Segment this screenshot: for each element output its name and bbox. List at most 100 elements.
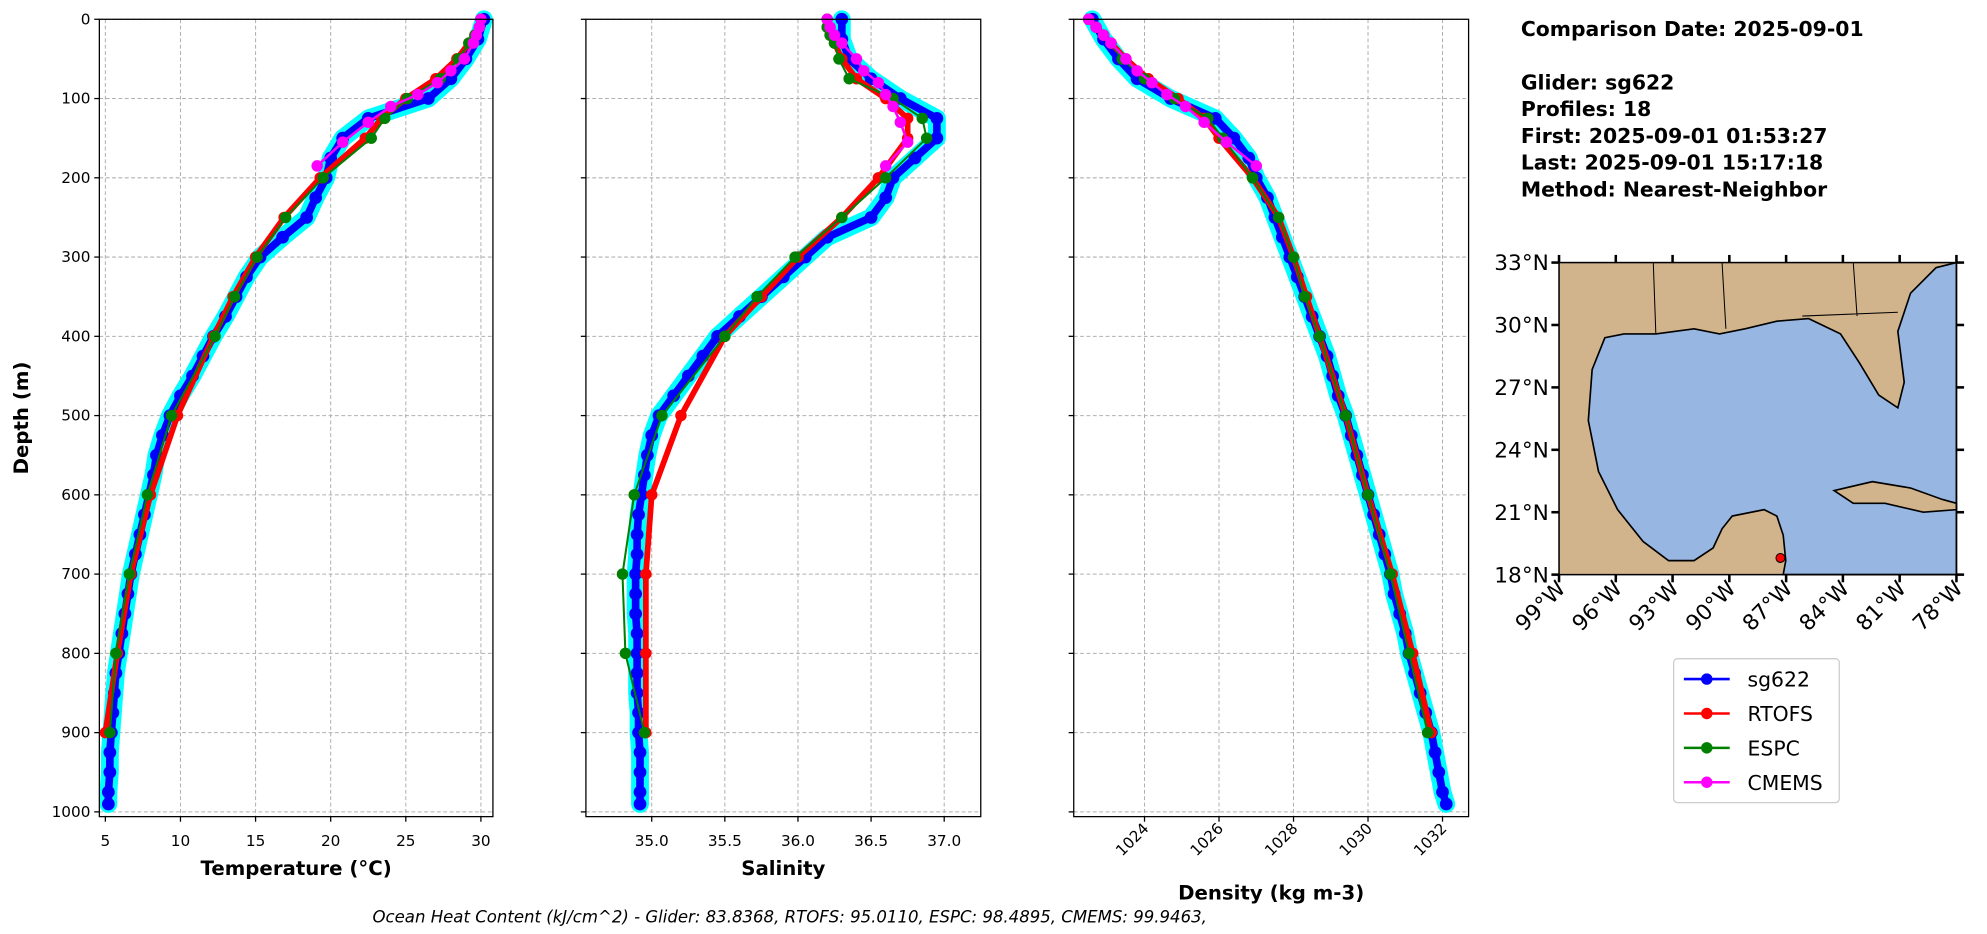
profile-point: [640, 647, 652, 660]
profile-point: [276, 230, 289, 244]
profile-point: [628, 489, 640, 501]
profile-point: [630, 666, 644, 680]
profile-point: [630, 528, 644, 541]
profile-point: [645, 489, 658, 501]
profile-point: [630, 547, 644, 561]
profile-point: [110, 647, 122, 660]
x-tick-label: 5: [100, 832, 110, 850]
profile-point: [1179, 100, 1192, 113]
lat-label: 21°N: [1494, 501, 1549, 526]
profile-point: [1250, 160, 1263, 172]
profile-point: [101, 785, 115, 799]
info-line: Last: 2025-09-01 15:17:18: [1521, 151, 1823, 175]
profile-point: [632, 508, 645, 522]
profile-point: [467, 37, 480, 49]
y-tick-label: 100: [61, 90, 90, 108]
x-tick-label: 35.5: [708, 832, 742, 850]
profile-point: [309, 191, 323, 204]
y-tick-label: 500: [61, 407, 90, 425]
profile-point: [165, 409, 178, 422]
x-tick-label: 30: [471, 832, 490, 850]
profile-point: [251, 251, 263, 263]
y-tick-label: 900: [61, 724, 90, 742]
profile-point: [633, 797, 647, 811]
profile-point: [104, 726, 116, 739]
profile-point: [619, 647, 632, 660]
x-tick-label: 36.0: [781, 832, 815, 850]
glider-position: [1775, 553, 1786, 563]
profile-point: [630, 686, 644, 700]
profile-point: [385, 100, 397, 113]
x-tick-label: 37.0: [927, 832, 961, 850]
profile-point: [656, 409, 668, 422]
profile-point: [1146, 76, 1158, 89]
profile-point: [1220, 136, 1233, 148]
info-comparison: Comparison Date: 2025-09-01: [1521, 17, 1864, 41]
profile-point: [279, 211, 292, 224]
y-tick-label: 600: [61, 486, 90, 504]
profile-point: [379, 112, 391, 125]
profile-point: [828, 29, 841, 41]
profile-point: [1198, 116, 1210, 129]
axes-frame: [1073, 18, 1470, 818]
x-tick-label: 20: [321, 832, 340, 850]
info-line: Method: Nearest-Neighbor: [1521, 177, 1827, 201]
profile-point: [675, 409, 687, 422]
axes-frame: [585, 18, 982, 818]
profile-point: [696, 349, 710, 363]
profile-point: [336, 136, 349, 148]
legend-label: RTOFS: [1748, 702, 1813, 726]
profile-point: [901, 136, 914, 148]
profile-point: [1436, 785, 1449, 799]
footer: Ocean Heat Content (kJ/cm^2) - Glider: 8…: [373, 907, 1207, 926]
lat-label: 33°N: [1494, 251, 1549, 276]
profile-point: [103, 765, 117, 779]
profile-point: [1287, 251, 1300, 263]
legend-label: sg622: [1748, 668, 1810, 692]
profile-point: [630, 627, 644, 640]
profile-point: [1403, 647, 1415, 660]
profile-point: [833, 53, 845, 65]
profile-point: [1105, 37, 1117, 49]
profile-point: [300, 211, 314, 224]
profile-point: [916, 112, 928, 125]
profile-point: [209, 330, 221, 343]
info-line: First: 2025-09-01 01:53:27: [1521, 124, 1828, 148]
profile-point: [311, 160, 323, 172]
profile-point: [1362, 489, 1374, 501]
profile-point: [858, 65, 870, 77]
profile-point: [101, 797, 115, 811]
x-axis-label: Salinity: [741, 857, 825, 880]
x-tick-label: 15: [246, 832, 265, 850]
profile-point: [879, 88, 892, 101]
profile-point: [445, 65, 457, 77]
profile-point: [1432, 765, 1446, 779]
profile-point: [908, 151, 922, 165]
map-art: [1559, 261, 1958, 576]
profile-point: [864, 211, 878, 224]
x-tick-label: 35.0: [635, 832, 669, 850]
profile-point: [630, 646, 644, 660]
profile-point: [632, 706, 645, 720]
profile-point: [431, 76, 444, 89]
profile-point: [633, 785, 647, 799]
profile-point: [1384, 568, 1397, 580]
panel: 35.0 35.5 36.0 36.5 37.0 Salinity: [580, 10, 982, 880]
x-axis-label: Temperature (°C): [201, 857, 392, 880]
profile-point: [1120, 53, 1132, 65]
profile-point: [1161, 88, 1173, 101]
profile-point: [1246, 172, 1259, 184]
profile-point: [362, 116, 374, 129]
profile-point: [633, 746, 647, 759]
profile-point: [1272, 211, 1285, 224]
panel: 0 100 200 300 400 500 600 700 800 900 1000 5 10 15 20 2…: [10, 10, 494, 880]
profile-point: [629, 587, 643, 601]
legend-marker: [1701, 776, 1713, 788]
profile-point: [1339, 409, 1352, 422]
legend-frame: [1673, 658, 1840, 804]
profile-point: [879, 172, 892, 184]
profile-point: [123, 568, 136, 580]
axes-frame: [98, 18, 494, 818]
